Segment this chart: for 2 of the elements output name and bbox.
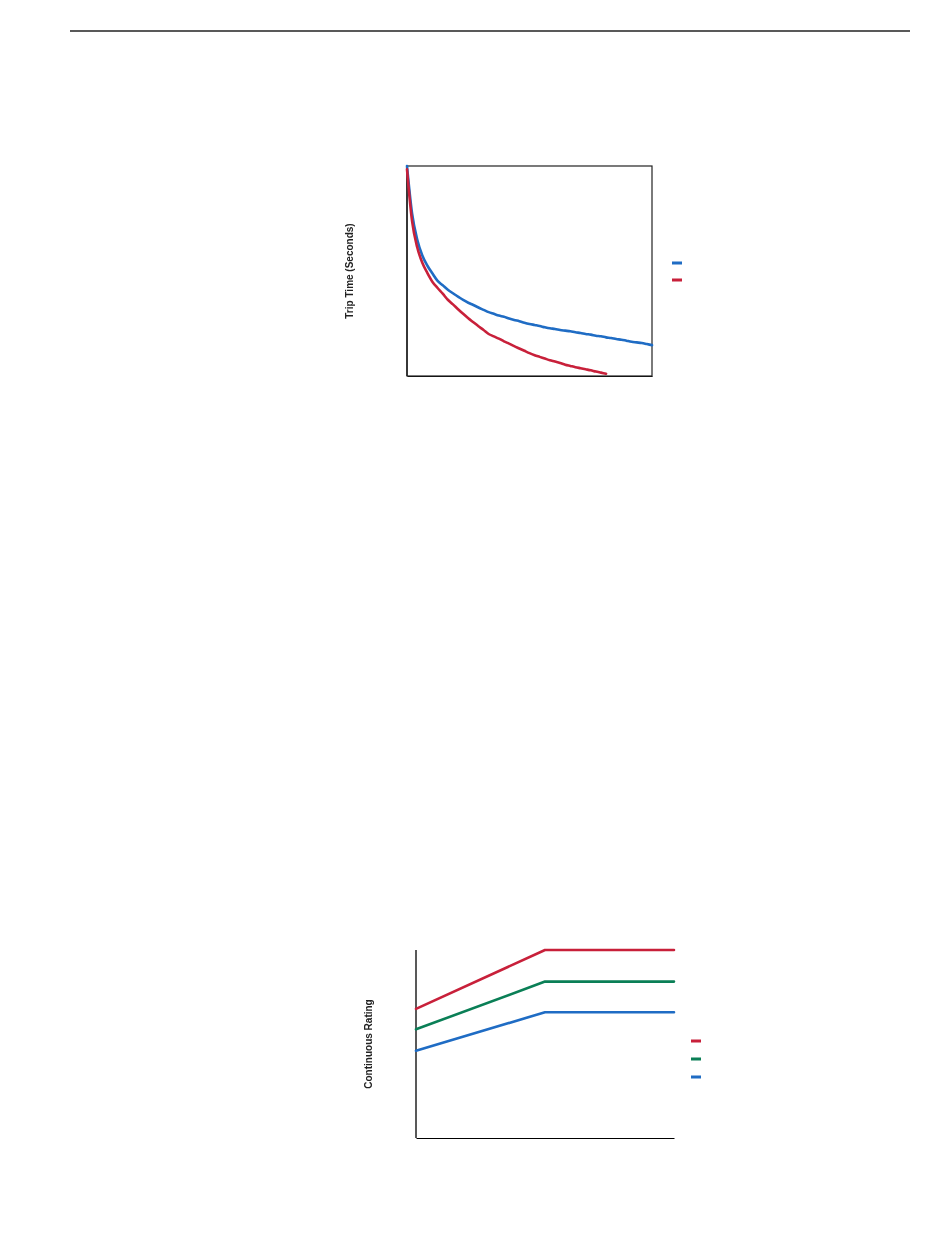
y-axis-title: Trip Time (Seconds) [344, 223, 355, 319]
y-axis-title: Continuous Rating [363, 999, 374, 1089]
